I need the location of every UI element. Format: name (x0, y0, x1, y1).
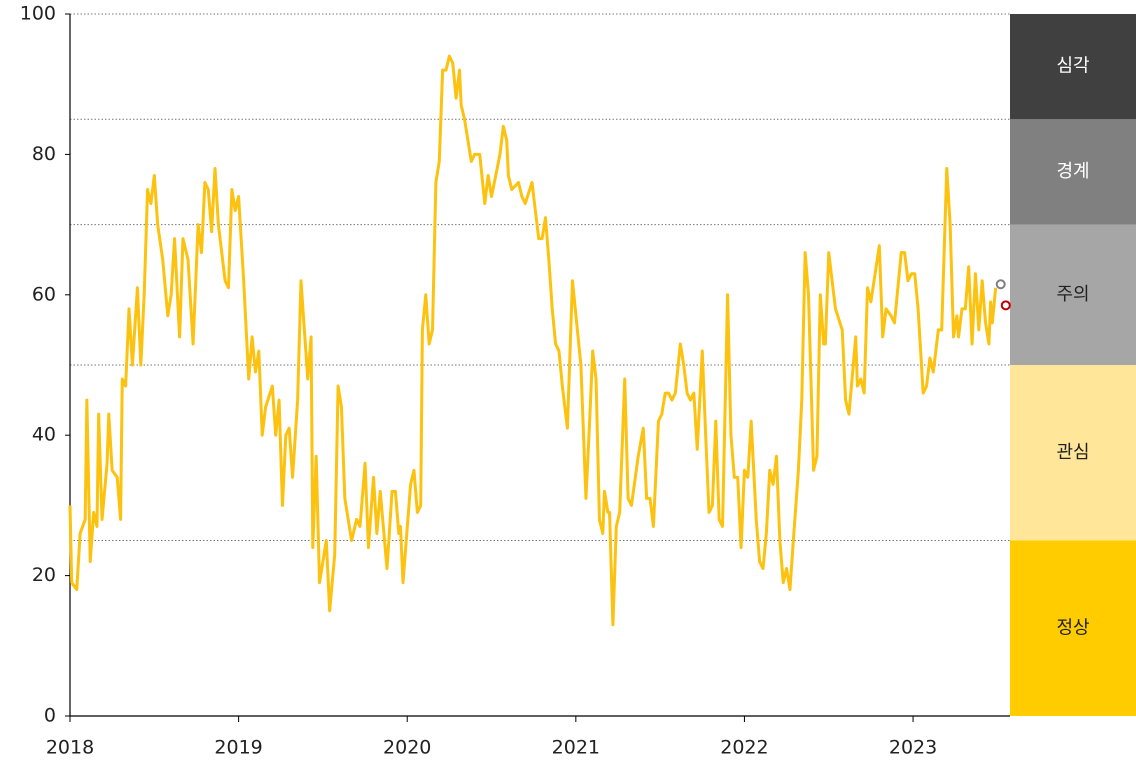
x-tick-label: 2020 (383, 737, 431, 759)
band-label: 주의 (1056, 284, 1089, 305)
y-tick-label: 20 (32, 564, 56, 586)
y-tick-label: 80 (32, 143, 56, 165)
band (1010, 540, 1136, 716)
marker (995, 279, 1006, 290)
marker (1000, 300, 1011, 311)
y-tick-label: 100 (20, 3, 56, 25)
x-tick-label: 2023 (889, 737, 937, 759)
x-tick-label: 2022 (720, 737, 768, 759)
x-tick-label: 2018 (46, 737, 94, 759)
y-tick-label: 40 (32, 424, 56, 446)
band (1010, 365, 1136, 541)
band (1010, 14, 1136, 120)
band (1010, 224, 1136, 365)
band-label: 정상 (1056, 617, 1089, 638)
y-tick-label: 60 (32, 283, 56, 305)
y-tick-label: 0 (44, 705, 56, 727)
x-tick-label: 2021 (552, 737, 600, 759)
band-label: 경계 (1056, 161, 1089, 182)
band-label: 관심 (1056, 442, 1089, 463)
band-label: 심각 (1056, 56, 1089, 77)
x-tick-label: 2019 (214, 737, 262, 759)
line (68, 54, 998, 627)
band (1010, 119, 1136, 225)
